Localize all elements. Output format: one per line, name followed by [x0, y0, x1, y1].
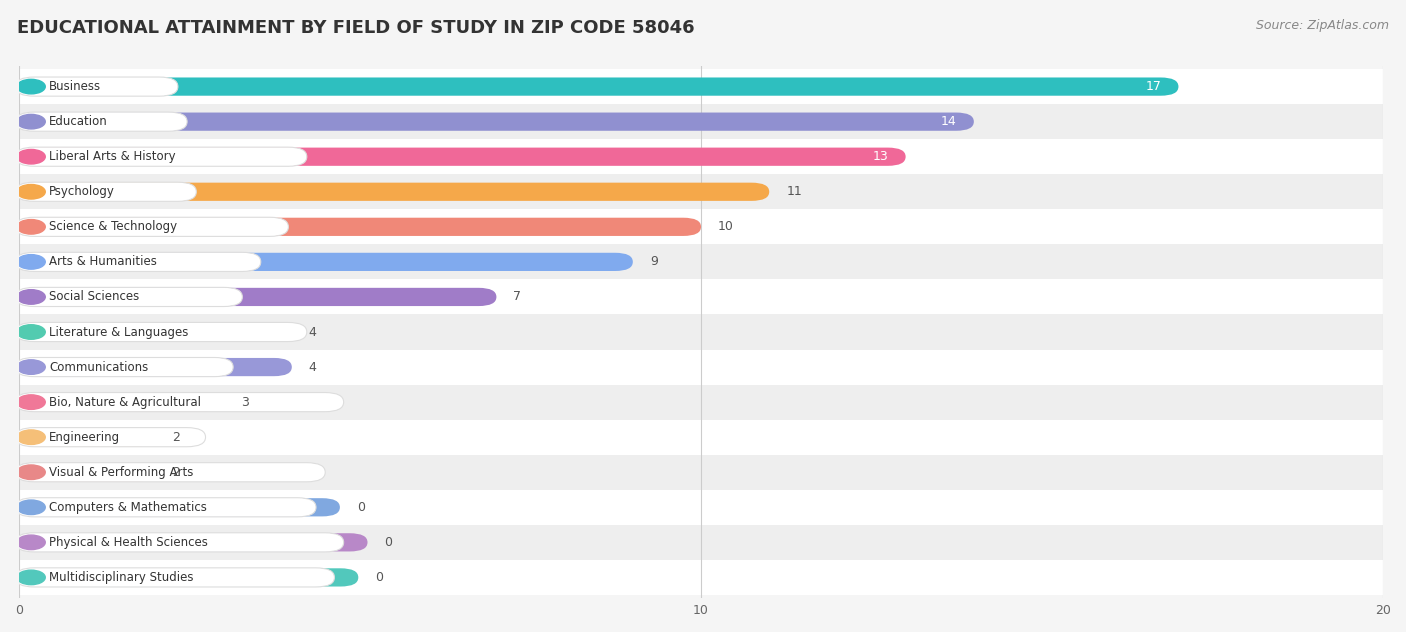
- Text: Physical & Health Sciences: Physical & Health Sciences: [49, 536, 208, 549]
- FancyBboxPatch shape: [15, 358, 233, 377]
- Circle shape: [17, 325, 45, 339]
- FancyBboxPatch shape: [20, 358, 292, 376]
- Circle shape: [17, 219, 45, 234]
- Text: Education: Education: [49, 115, 108, 128]
- Bar: [20, 139, 1384, 174]
- Text: 4: 4: [309, 325, 316, 339]
- FancyBboxPatch shape: [15, 182, 197, 202]
- FancyBboxPatch shape: [15, 568, 335, 587]
- Text: 11: 11: [786, 185, 801, 198]
- Text: 2: 2: [173, 466, 180, 478]
- Text: EDUCATIONAL ATTAINMENT BY FIELD OF STUDY IN ZIP CODE 58046: EDUCATIONAL ATTAINMENT BY FIELD OF STUDY…: [17, 19, 695, 37]
- Circle shape: [17, 570, 45, 585]
- Bar: [20, 69, 1384, 104]
- FancyBboxPatch shape: [20, 323, 292, 341]
- Text: 9: 9: [650, 255, 658, 269]
- Circle shape: [17, 185, 45, 199]
- Text: 17: 17: [1146, 80, 1161, 93]
- Circle shape: [17, 360, 45, 374]
- Text: 0: 0: [357, 501, 366, 514]
- Text: Arts & Humanities: Arts & Humanities: [49, 255, 157, 269]
- FancyBboxPatch shape: [20, 253, 633, 271]
- Bar: [20, 279, 1384, 315]
- Text: Psychology: Psychology: [49, 185, 115, 198]
- Bar: [20, 315, 1384, 349]
- FancyBboxPatch shape: [20, 533, 367, 552]
- Bar: [20, 420, 1384, 454]
- FancyBboxPatch shape: [20, 112, 974, 131]
- Bar: [20, 245, 1384, 279]
- Circle shape: [17, 149, 45, 164]
- Circle shape: [17, 500, 45, 514]
- Text: Computers & Mathematics: Computers & Mathematics: [49, 501, 207, 514]
- Text: Liberal Arts & History: Liberal Arts & History: [49, 150, 176, 163]
- Text: 7: 7: [513, 291, 522, 303]
- Circle shape: [17, 430, 45, 444]
- FancyBboxPatch shape: [20, 568, 359, 586]
- Circle shape: [17, 114, 45, 129]
- Text: Bio, Nature & Agricultural: Bio, Nature & Agricultural: [49, 396, 201, 409]
- Bar: [20, 525, 1384, 560]
- FancyBboxPatch shape: [15, 288, 242, 307]
- FancyBboxPatch shape: [20, 288, 496, 306]
- Text: 3: 3: [240, 396, 249, 409]
- Text: Multidisciplinary Studies: Multidisciplinary Studies: [49, 571, 194, 584]
- FancyBboxPatch shape: [15, 498, 316, 517]
- Text: Engineering: Engineering: [49, 430, 121, 444]
- Text: Communications: Communications: [49, 361, 149, 374]
- FancyBboxPatch shape: [20, 393, 224, 411]
- Bar: [20, 490, 1384, 525]
- FancyBboxPatch shape: [20, 217, 702, 236]
- Text: 13: 13: [873, 150, 889, 163]
- Bar: [20, 209, 1384, 245]
- FancyBboxPatch shape: [15, 392, 343, 411]
- Text: Science & Technology: Science & Technology: [49, 221, 177, 233]
- FancyBboxPatch shape: [20, 148, 905, 166]
- Bar: [20, 560, 1384, 595]
- Text: 2: 2: [173, 430, 180, 444]
- Bar: [20, 454, 1384, 490]
- Circle shape: [17, 465, 45, 480]
- FancyBboxPatch shape: [20, 498, 340, 516]
- Text: Visual & Performing Arts: Visual & Performing Arts: [49, 466, 194, 478]
- FancyBboxPatch shape: [15, 533, 343, 552]
- FancyBboxPatch shape: [15, 77, 179, 96]
- Bar: [20, 104, 1384, 139]
- Bar: [20, 174, 1384, 209]
- FancyBboxPatch shape: [15, 428, 205, 447]
- Circle shape: [17, 255, 45, 269]
- Text: 10: 10: [718, 221, 734, 233]
- Bar: [20, 349, 1384, 385]
- Text: Source: ZipAtlas.com: Source: ZipAtlas.com: [1256, 19, 1389, 32]
- Circle shape: [17, 289, 45, 304]
- Text: 14: 14: [941, 115, 957, 128]
- FancyBboxPatch shape: [15, 322, 307, 341]
- Text: 0: 0: [385, 536, 392, 549]
- Text: Business: Business: [49, 80, 101, 93]
- Text: 4: 4: [309, 361, 316, 374]
- FancyBboxPatch shape: [15, 217, 288, 236]
- FancyBboxPatch shape: [15, 147, 307, 166]
- Circle shape: [17, 80, 45, 94]
- FancyBboxPatch shape: [15, 463, 325, 482]
- FancyBboxPatch shape: [20, 428, 156, 446]
- FancyBboxPatch shape: [20, 463, 156, 482]
- FancyBboxPatch shape: [15, 112, 187, 131]
- Text: 0: 0: [375, 571, 384, 584]
- Text: Literature & Languages: Literature & Languages: [49, 325, 188, 339]
- Bar: [20, 385, 1384, 420]
- Circle shape: [17, 535, 45, 550]
- FancyBboxPatch shape: [20, 183, 769, 201]
- Text: Social Sciences: Social Sciences: [49, 291, 139, 303]
- Circle shape: [17, 395, 45, 410]
- FancyBboxPatch shape: [20, 78, 1178, 95]
- FancyBboxPatch shape: [15, 252, 260, 272]
